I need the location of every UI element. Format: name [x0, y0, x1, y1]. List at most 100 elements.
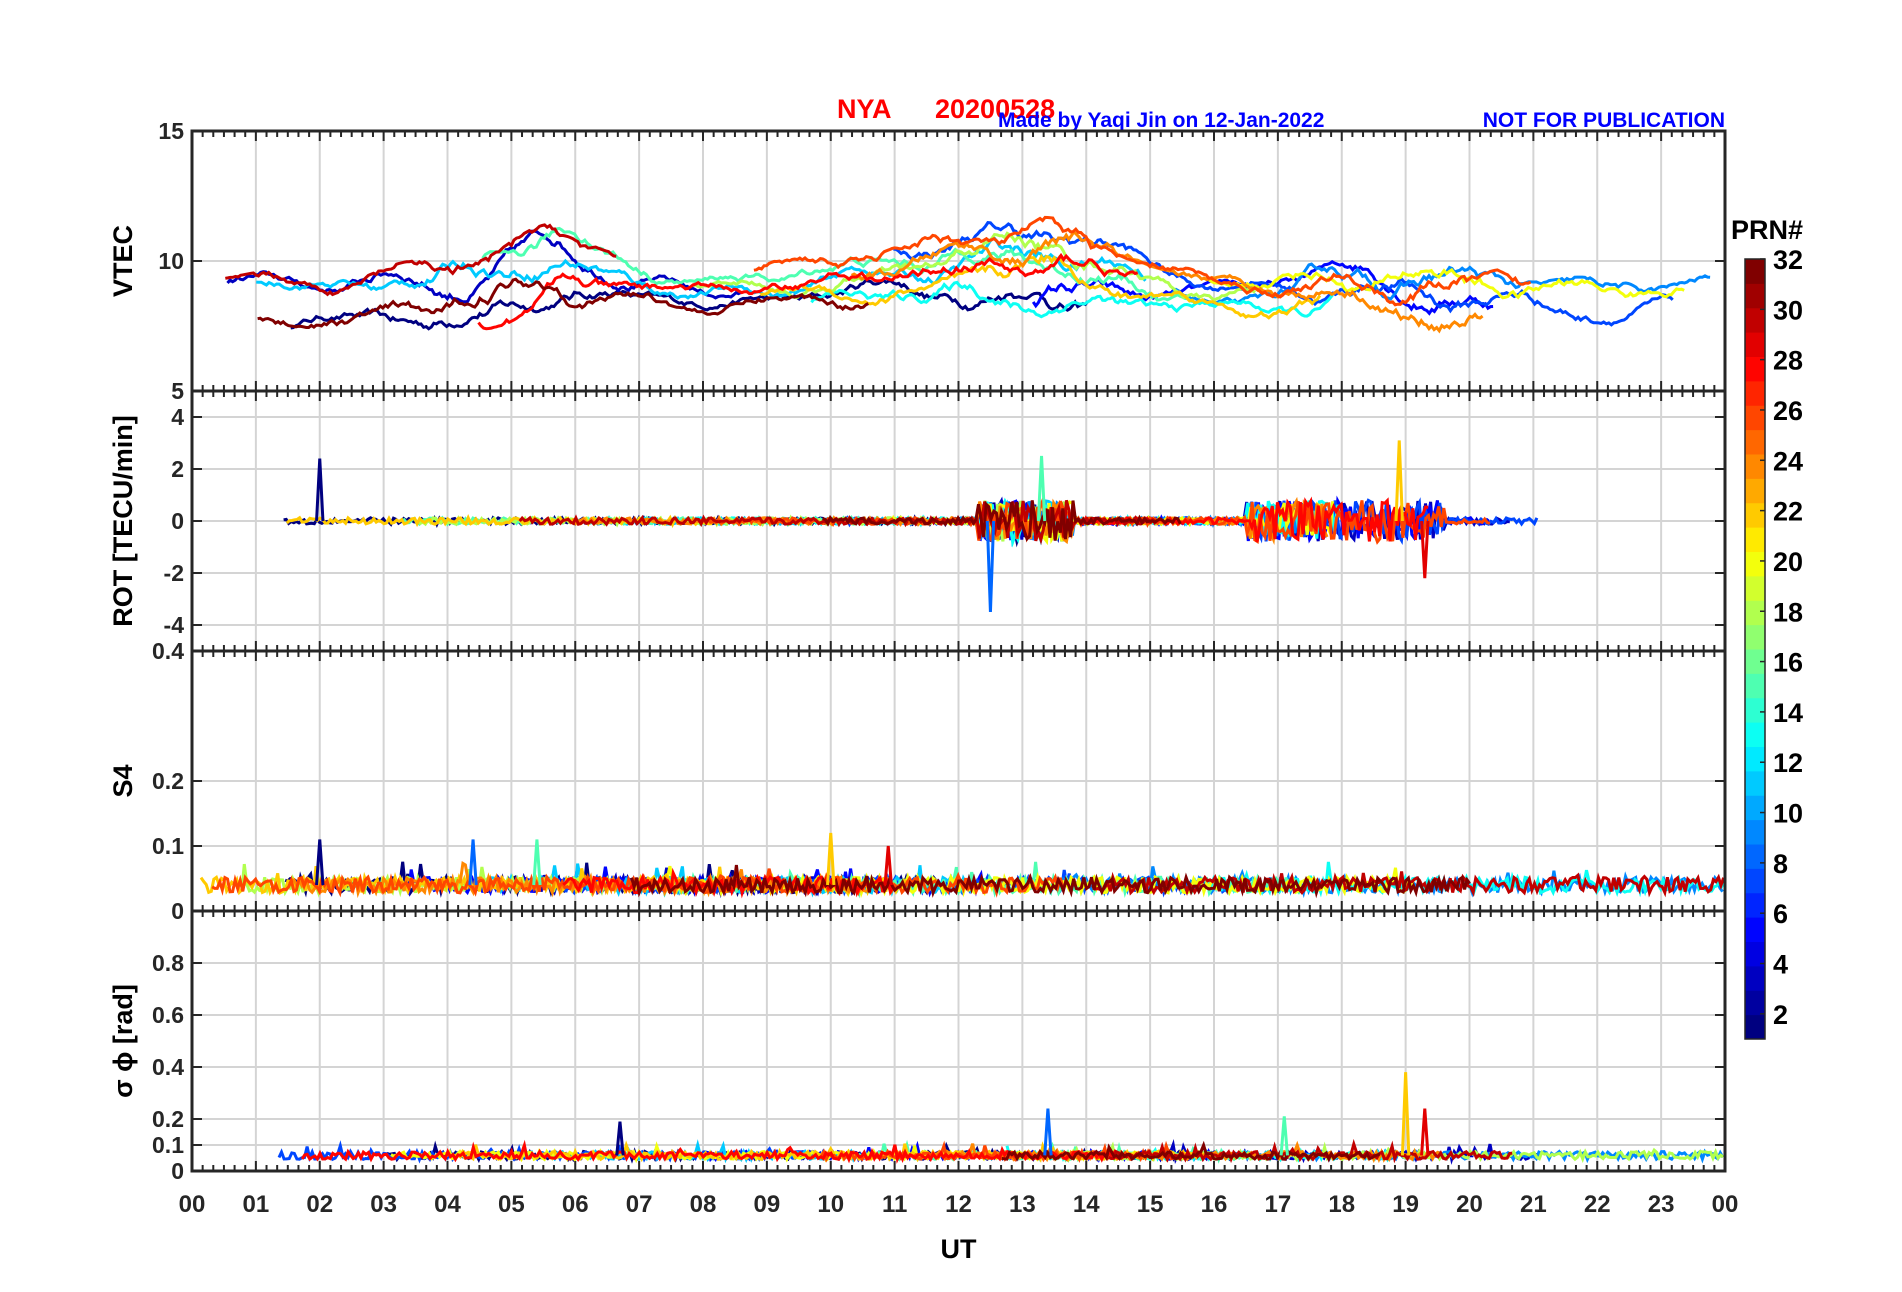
colorbar-segment	[1745, 1014, 1765, 1040]
colorbar-segment	[1745, 941, 1765, 967]
colorbar-segment	[1745, 624, 1765, 650]
x-tick-label: 06	[562, 1191, 589, 1218]
y-axis-label: σ ϕ [rad]	[108, 984, 138, 1098]
traces-s4	[199, 832, 1725, 899]
x-tick-label: 21	[1520, 1191, 1547, 1218]
panel-sigma_phi: 00.10.2 0.4 0.6 0.8 σ ϕ [rad]	[108, 909, 1727, 1184]
colorbar-segment	[1745, 892, 1765, 918]
y-tick-label: 4	[171, 404, 184, 430]
colorbar-frame	[1744, 258, 1766, 1040]
y-tick-label: 0.1	[152, 833, 184, 859]
colorbar-segment	[1745, 965, 1765, 991]
colorbar-segment	[1745, 307, 1765, 333]
colorbar-segment	[1745, 844, 1765, 869]
peak-spike	[315, 458, 325, 522]
x-tick-label: 01	[243, 1191, 270, 1218]
y-tick-label: 0.4	[152, 638, 184, 664]
y-tick-label: 0.6	[152, 1002, 184, 1028]
colorbar-tick-label: 18	[1773, 597, 1803, 627]
colorbar-segment	[1745, 575, 1765, 601]
trace-prn-28	[477, 252, 1139, 331]
peak-spike	[826, 832, 836, 886]
x-tick-label: 00	[1712, 1191, 1739, 1218]
panel-vtec: 5 10 15 VTEC	[108, 118, 1727, 404]
x-tick-label: 22	[1584, 1191, 1611, 1218]
peak-spike	[315, 839, 325, 886]
colorbar-segment	[1745, 454, 1765, 479]
trace-prn-26	[753, 215, 1532, 307]
trace-prn-30	[225, 223, 617, 297]
y-axis-label: ROT [TECU/min]	[108, 415, 138, 626]
x-tick-label: 08	[690, 1191, 717, 1218]
peak-spike	[1279, 1116, 1289, 1156]
colorbar-segment	[1745, 795, 1765, 821]
y-tick-label: -4	[164, 612, 185, 638]
x-axis-label: UT	[941, 1234, 977, 1264]
panel-s4: 0 0.1 0.2 0.4 S4	[108, 638, 1727, 924]
trace-prn-32	[1001, 1140, 1381, 1163]
colorbar-tick-label: 32	[1773, 245, 1803, 275]
peak-spike	[468, 839, 478, 886]
traces-rot	[283, 440, 1539, 613]
colorbar-segment	[1745, 502, 1765, 528]
x-tick-label: 14	[1073, 1191, 1100, 1218]
x-tick-label: 00	[179, 1191, 206, 1218]
y-tick-label: 2	[171, 456, 184, 482]
x-tick-label: 18	[1328, 1191, 1355, 1218]
y-tick-label: 0.1	[152, 1132, 184, 1158]
y-tick-label: 0.2	[152, 768, 184, 794]
colorbar-tick-label: 14	[1773, 698, 1803, 728]
y-tick-label: 0	[171, 1158, 184, 1184]
x-tick-label: 17	[1265, 1191, 1292, 1218]
x-tick-label: 07	[626, 1191, 653, 1218]
colorbar-segment	[1745, 259, 1765, 284]
y-tick-label: 5	[171, 378, 184, 404]
title-date: 20200528	[935, 94, 1055, 124]
colorbar-segment	[1745, 332, 1765, 357]
peak-spike	[1420, 1108, 1430, 1156]
colorbar-label: PRN#	[1731, 215, 1803, 245]
peak-spike	[1400, 1072, 1411, 1156]
trace-prn-32	[630, 864, 1471, 899]
peak-spike	[883, 845, 893, 886]
trace-prn-22	[760, 253, 1322, 320]
y-tick-label: 15	[158, 118, 184, 144]
y-tick-label: 0.4	[152, 1054, 184, 1080]
trace-prn-20	[1208, 267, 1685, 300]
y-tick-label: 0	[171, 898, 184, 924]
peak-spike	[1420, 520, 1430, 579]
colorbar-tick-label: 10	[1773, 799, 1803, 829]
colorbar-segment	[1745, 478, 1765, 504]
colorbar-segment	[1745, 697, 1765, 723]
colorbar-tick-label: 6	[1773, 899, 1788, 929]
x-tick-label: 02	[306, 1191, 333, 1218]
traces-sigma_phi	[277, 1072, 1725, 1165]
figure-title: NYA 20200528 Made by Yaqi Jin on 12-Jan-…	[837, 94, 1725, 132]
trace-prn-32	[822, 500, 1182, 542]
trace-prn-32	[257, 277, 870, 329]
title-station: NYA	[837, 94, 892, 124]
traces-vtec	[225, 215, 1711, 334]
trace-prn-30	[518, 499, 1157, 546]
x-tick-label: 19	[1392, 1191, 1419, 1218]
colorbar-segment	[1745, 429, 1765, 455]
colorbar-segment	[1745, 356, 1765, 382]
colorbar-tick-label: 12	[1773, 748, 1803, 778]
peak-spike	[1394, 440, 1404, 522]
panel-rot: -4 -2 0 2 4 ROT [TECU/min]	[108, 389, 1727, 653]
colorbar-tick-label: 24	[1773, 446, 1803, 476]
trace-prn-18	[692, 231, 1256, 302]
colorbar-tick-label: 22	[1773, 497, 1803, 527]
trace-prn-7	[893, 221, 1674, 327]
peak-spike	[1036, 455, 1047, 522]
colorbar-segment	[1745, 868, 1765, 894]
y-tick-label: 0.2	[152, 1106, 184, 1132]
colorbar-segment	[1745, 770, 1765, 796]
colorbar-segment	[1745, 673, 1765, 699]
x-tick-label: 04	[434, 1191, 461, 1218]
x-tick-label: 10	[817, 1191, 844, 1218]
y-tick-label: 10	[158, 248, 184, 274]
x-tick-label: 15	[1137, 1191, 1164, 1218]
